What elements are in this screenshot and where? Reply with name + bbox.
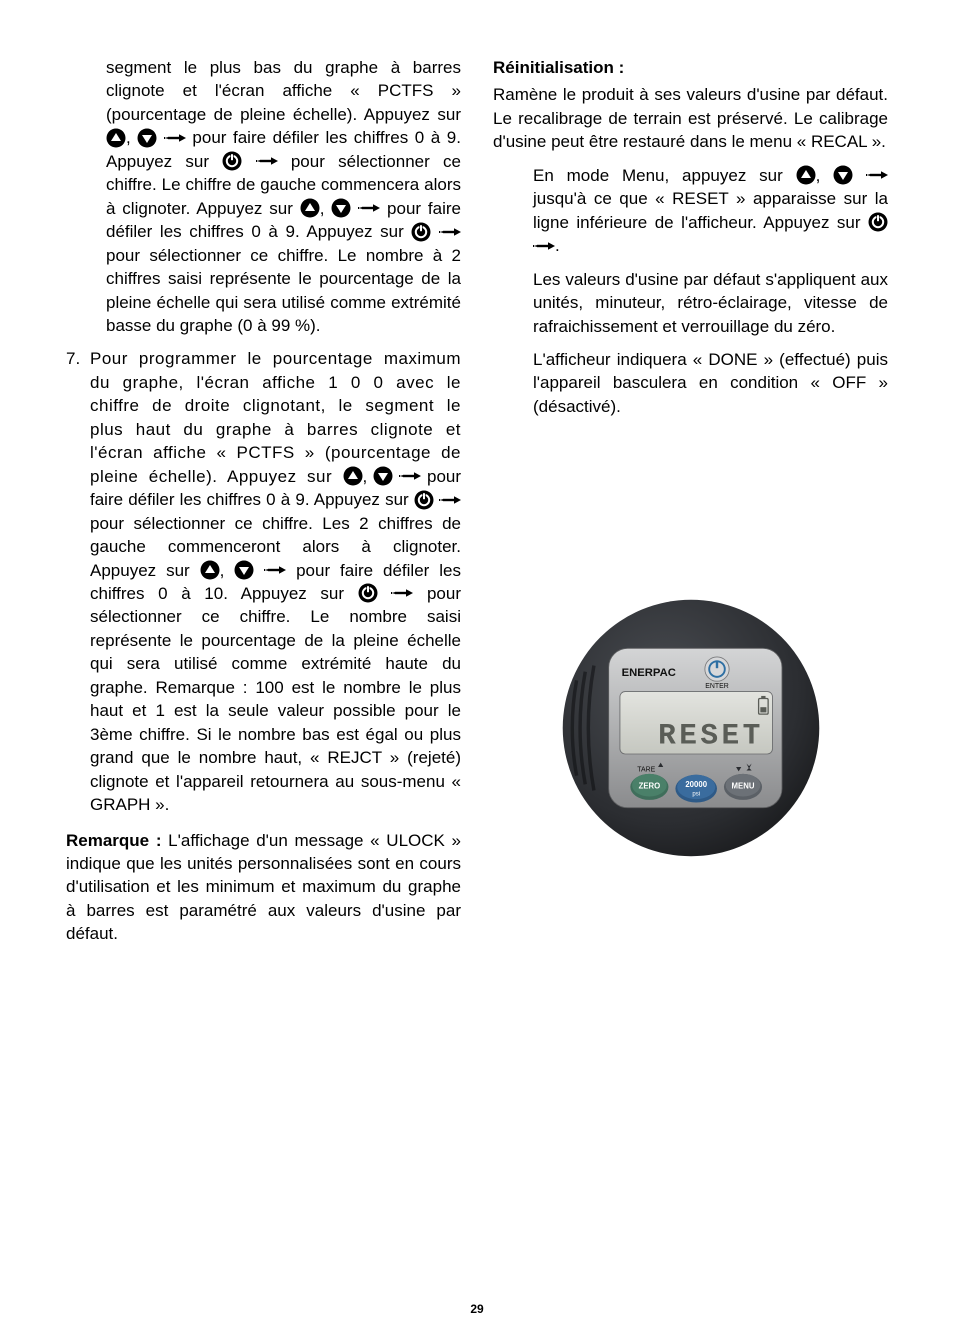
right-column: Réinitialisation : Ramène le produit à s…	[493, 56, 888, 950]
remark-paragraph: Remarque : L'affichage d'un message « UL…	[66, 829, 461, 946]
power-circle-icon	[222, 151, 242, 171]
text: En mode Menu, appuyez sur	[533, 166, 796, 185]
note2: L'afficheur indiquera « DONE » (effectué…	[533, 348, 888, 418]
text: Pour programmer le pourcentage maximum d…	[90, 349, 461, 485]
dashed-arrow-icon	[399, 471, 421, 481]
dashed-arrow-icon	[358, 203, 380, 213]
page-number: 29	[0, 1302, 954, 1316]
text: pour sélectionner ce chiffre. Le nombre …	[106, 246, 461, 335]
device-figure: ENERPAC ENTER RESET TARE	[561, 598, 821, 858]
text: jusqu'à ce que « RESET » apparaisse sur …	[533, 189, 888, 231]
dashed-arrow-icon	[439, 495, 461, 505]
text: pour sélectionner ce chiffre. Le nombre …	[90, 584, 461, 814]
dashed-arrow-icon	[256, 156, 278, 166]
continued-paragraph: segment le plus bas du graphe à barres c…	[66, 56, 461, 337]
remark-label: Remarque :	[66, 831, 161, 850]
power-circle-icon	[868, 212, 888, 232]
text: .	[555, 236, 560, 255]
dashed-arrow-icon	[391, 588, 413, 598]
svg-text:RESET: RESET	[658, 719, 764, 753]
svg-text:ENTER: ENTER	[705, 683, 728, 690]
dashed-arrow-icon	[439, 227, 461, 237]
text: segment le plus bas du graphe à barres c…	[106, 58, 461, 124]
up-triangle-icon	[106, 128, 126, 148]
zero-button[interactable]: ZERO	[630, 774, 668, 800]
left-column: segment le plus bas du graphe à barres c…	[66, 56, 461, 950]
power-circle-icon	[358, 583, 378, 603]
down-triangle-icon	[234, 560, 254, 580]
down-triangle-icon	[833, 165, 853, 185]
down-triangle-icon	[373, 466, 393, 486]
down-triangle-icon	[137, 128, 157, 148]
power-circle-icon	[414, 490, 434, 510]
up-triangle-icon	[343, 466, 363, 486]
down-triangle-icon	[331, 198, 351, 218]
section-heading: Réinitialisation :	[493, 56, 888, 79]
menu-button[interactable]: MENU	[723, 774, 761, 800]
power-circle-icon	[411, 222, 431, 242]
up-triangle-icon	[200, 560, 220, 580]
dashed-arrow-icon	[264, 565, 286, 575]
brand-label: ENERPAC	[621, 667, 675, 679]
dashed-arrow-icon	[164, 133, 186, 143]
list-item-7: 7. Pour programmer le pourcentage maximu…	[66, 347, 461, 816]
svg-text:TARE: TARE	[637, 767, 655, 774]
dashed-arrow-icon	[866, 170, 888, 180]
psi-button[interactable]: 20000 psi	[675, 775, 717, 803]
intro-paragraph: Ramène le produit à ses valeurs d'usine …	[493, 83, 888, 153]
svg-text:MENU: MENU	[731, 782, 754, 791]
note1: Les valeurs d'usine par défaut s'appliqu…	[533, 268, 888, 338]
step-block: En mode Menu, appuyez sur , jusqu'à ce q…	[493, 164, 888, 419]
dashed-arrow-icon	[533, 241, 555, 251]
svg-text:psi: psi	[692, 792, 700, 798]
up-triangle-icon	[796, 165, 816, 185]
svg-text:ZERO: ZERO	[638, 782, 660, 791]
item-number: 7.	[66, 347, 90, 816]
up-triangle-icon	[300, 198, 320, 218]
svg-text:20000: 20000	[685, 780, 707, 789]
